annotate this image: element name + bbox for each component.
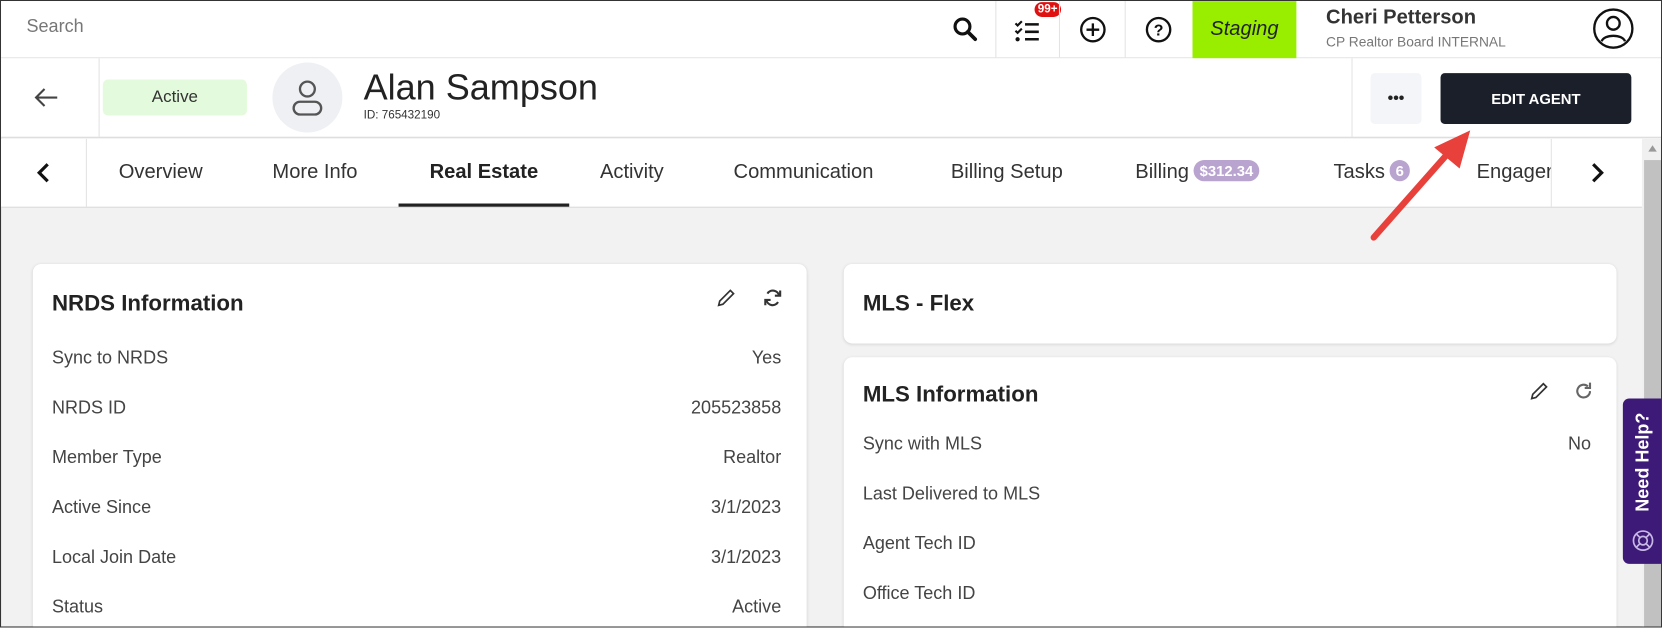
tab-communication[interactable]: Communication xyxy=(733,161,874,184)
tab-label: Billing xyxy=(1135,161,1190,184)
field-label: NRDS ID xyxy=(51,397,127,418)
tab-billing[interactable]: Billing $312.34 xyxy=(1135,139,1260,207)
tab-label: Tasks xyxy=(1333,161,1385,184)
agent-avatar-icon xyxy=(272,62,343,133)
tasks-icon[interactable] xyxy=(1010,14,1044,48)
field-label: Status xyxy=(51,596,104,617)
refresh-icon[interactable] xyxy=(1571,378,1596,403)
field-row: NRDS ID 205523858 xyxy=(52,397,781,422)
nrds-card: NRDS Information Sync to NRDS Yes NRDS ID 2… xyxy=(32,263,807,627)
edit-agent-button[interactable]: EDIT AGENT xyxy=(1440,73,1632,125)
field-value: No xyxy=(1568,433,1592,454)
field-value: Active xyxy=(732,596,782,617)
back-arrow-icon[interactable] xyxy=(31,82,63,114)
tasks-badge: 99+ xyxy=(1034,2,1061,17)
field-row: Last Delivered to MLS xyxy=(863,483,1591,508)
scroll-up-icon[interactable] xyxy=(1648,145,1657,152)
tasks-count-badge: 6 xyxy=(1389,160,1411,182)
mls-info-card: MLS Information Sync with MLS No Last Deli… xyxy=(843,357,1617,627)
environment-badge: Staging xyxy=(1192,1,1297,59)
status-badge: Active xyxy=(102,79,247,116)
field-row: Status Active xyxy=(52,597,781,622)
field-value: Realtor xyxy=(723,447,782,468)
mls-flex-card: MLS - Flex xyxy=(843,263,1617,344)
tab-bar: Overview More Info Real Estate Activity … xyxy=(1,138,1642,208)
tab-activity[interactable]: Activity xyxy=(599,161,664,184)
field-value: 3/1/2023 xyxy=(711,546,782,568)
need-help-label: Need Help? xyxy=(1632,412,1653,512)
edit-pencil-icon[interactable] xyxy=(1526,378,1551,403)
need-help-tab[interactable]: Need Help? xyxy=(1622,398,1662,564)
field-row: Member Type Realtor xyxy=(52,447,781,472)
tab-engagement[interactable]: Engager xyxy=(1476,161,1551,184)
tab-tasks[interactable]: Tasks 6 xyxy=(1333,139,1411,207)
field-row: Local Join Date 3/1/2023 xyxy=(52,547,781,572)
more-options-button[interactable]: ••• xyxy=(1370,73,1422,125)
add-icon[interactable] xyxy=(1076,13,1110,47)
field-label: Sync to NRDS xyxy=(51,347,169,368)
agent-header: Active Alan Sampson ID: 765432190 ••• ED… xyxy=(1,58,1662,138)
tab-billing-setup[interactable]: Billing Setup xyxy=(950,161,1063,184)
top-bar: Search 99+ ? Staging Cheri Petterson CP … xyxy=(1,1,1662,59)
tab-real-estate[interactable]: Real Estate xyxy=(398,139,570,207)
field-label: Agent Tech ID xyxy=(862,533,976,554)
field-row: Agent Tech ID xyxy=(863,533,1591,558)
field-row: Office Tech ID xyxy=(863,583,1591,608)
field-row: Sync with MLS No xyxy=(863,434,1591,459)
card-title: MLS Information xyxy=(862,382,1039,408)
search-icon[interactable] xyxy=(948,12,982,46)
lifebuoy-icon xyxy=(1630,528,1655,553)
annotation-arrow xyxy=(1370,130,1471,241)
tab-overview[interactable]: Overview xyxy=(118,161,203,184)
card-title: NRDS Information xyxy=(51,291,244,316)
field-label: Sync with MLS xyxy=(862,433,983,454)
field-row: Sync to NRDS Yes xyxy=(52,348,781,373)
user-name: Cheri Petterson xyxy=(1326,6,1477,29)
field-value: 3/1/2023 xyxy=(711,497,782,518)
chevron-right-icon[interactable] xyxy=(1583,158,1613,188)
field-row: Active Since 3/1/2023 xyxy=(52,497,781,522)
sync-icon[interactable] xyxy=(760,285,785,310)
agent-id: ID: 765432190 xyxy=(363,109,441,122)
billing-badge: $312.34 xyxy=(1193,160,1260,182)
field-label: Member Type xyxy=(51,447,162,468)
user-org: CP Realtor Board INTERNAL xyxy=(1326,33,1506,50)
field-label: Local Join Date xyxy=(51,546,177,568)
chevron-left-icon[interactable] xyxy=(29,158,59,188)
agent-name: Alan Sampson xyxy=(363,67,598,109)
field-value: Yes xyxy=(751,347,782,368)
card-title: MLS - Flex xyxy=(862,291,975,316)
field-value: 205523858 xyxy=(691,397,782,418)
field-label: Last Delivered to MLS xyxy=(862,483,1041,504)
tab-more-info[interactable]: More Info xyxy=(272,161,358,184)
field-label: Active Since xyxy=(51,497,152,518)
help-icon[interactable]: ? xyxy=(1142,13,1176,47)
field-label: Office Tech ID xyxy=(862,582,976,604)
svg-text:?: ? xyxy=(1154,23,1164,40)
search-input[interactable]: Search xyxy=(26,15,84,37)
user-avatar-icon[interactable] xyxy=(1591,6,1636,51)
edit-pencil-icon[interactable] xyxy=(713,285,738,310)
